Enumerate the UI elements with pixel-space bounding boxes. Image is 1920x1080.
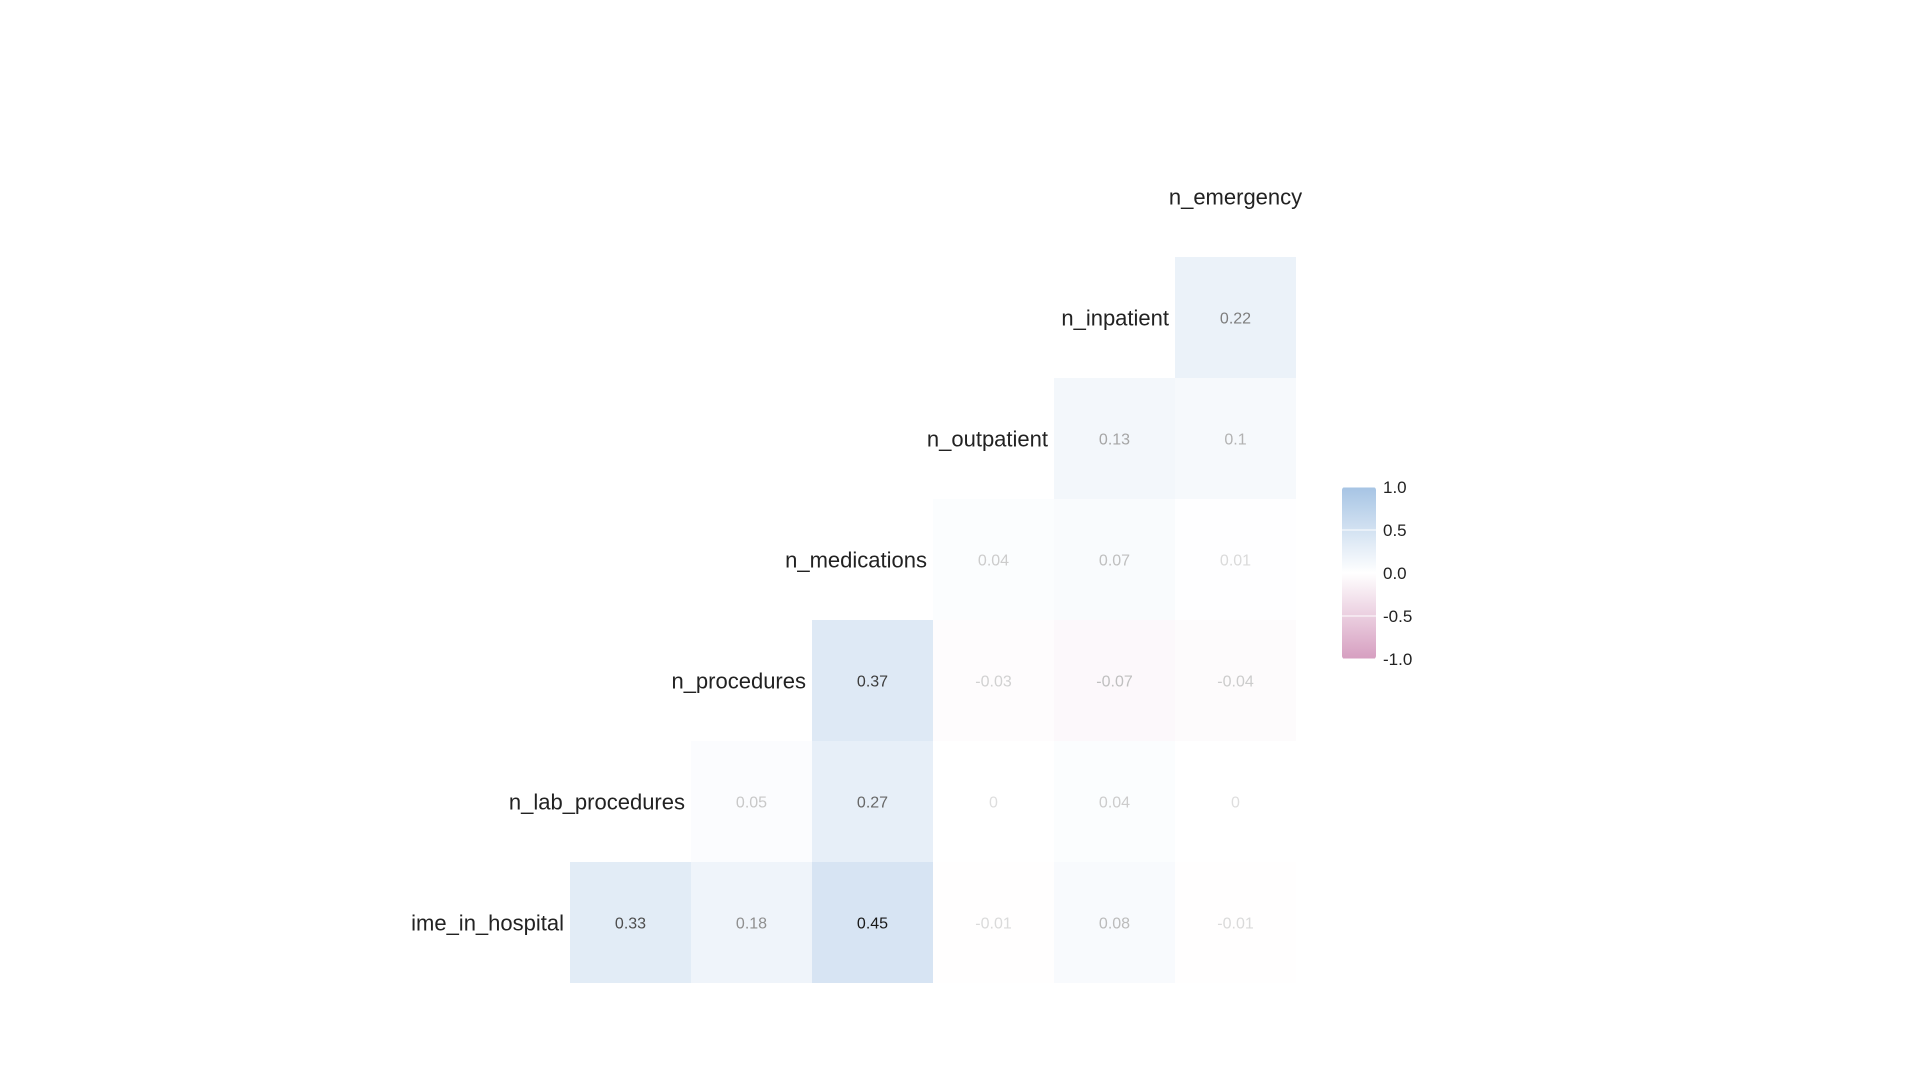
row-label: n_outpatient: [927, 427, 1048, 452]
cell-value-label: 0.05: [736, 795, 767, 812]
cell-value-label: 0.01: [1220, 553, 1251, 570]
heatmap-cell: [1175, 378, 1296, 499]
heatmap-cell: [691, 862, 812, 983]
heatmap-cell: [1175, 257, 1296, 378]
heatmap-cell: [1175, 620, 1296, 741]
cell-value-label: 0.13: [1099, 432, 1130, 449]
cell-value-label: -0.04: [1217, 674, 1254, 691]
heatmap-cell: [1054, 620, 1175, 741]
legend-tick-label: -1.0: [1383, 650, 1412, 669]
heatmap-cell: [1175, 741, 1296, 862]
row-label: n_medications: [785, 548, 927, 573]
cell-value-label: 0.08: [1099, 916, 1130, 933]
legend-tick-label: 1.0: [1383, 478, 1407, 497]
cell-value-label: -0.03: [975, 674, 1012, 691]
heatmap-cell: [1054, 378, 1175, 499]
heatmap-cell: [570, 862, 691, 983]
cell-value-label: 0.33: [615, 916, 646, 933]
cell-value-label: -0.01: [1217, 916, 1254, 933]
heatmap-cell: [933, 741, 1054, 862]
heatmap-cell: [933, 862, 1054, 983]
heatmap-cell: [933, 499, 1054, 620]
cell-value-label: 0.22: [1220, 311, 1251, 328]
row-labels: n_emergency n_inpatient n_outpatient n_medi…: [411, 185, 1302, 936]
cell-value-label: 0.45: [857, 916, 888, 933]
cell-value-label: 0.04: [1099, 795, 1130, 812]
heatmap-cell: [1054, 499, 1175, 620]
heatmap-cell: [1054, 741, 1175, 862]
legend-tick-label: 0.5: [1383, 521, 1407, 540]
heatmap-cell: [1175, 862, 1296, 983]
heatmap-cell: [1175, 499, 1296, 620]
cell-value-label: 0.04: [978, 553, 1009, 570]
cell-value-label: 0.18: [736, 916, 767, 933]
cell-value-label: 0: [989, 795, 998, 812]
heatmap-cell: [812, 620, 933, 741]
color-legend: 1.0 0.5 0.0 -0.5 -1.0: [1342, 478, 1412, 669]
heatmap-cell: [691, 741, 812, 862]
cell-value-label: 0: [1231, 795, 1240, 812]
row-label: n_emergency: [1169, 185, 1302, 210]
heatmap-cells: 0.22 0.13 0.1 0.04 0.07 0.01 0.37 -0.03 -0.07 -0.…: [570, 257, 1296, 983]
row-label: n_inpatient: [1061, 306, 1169, 331]
legend-tick-label: -0.5: [1383, 607, 1412, 626]
row-label: n_lab_procedures: [509, 790, 685, 815]
heatmap-cell: [812, 741, 933, 862]
heatmap-cell: [1054, 862, 1175, 983]
cell-value-label: 0.37: [857, 674, 888, 691]
row-label: n_procedures: [671, 669, 806, 694]
cell-value-label: 0.1: [1224, 432, 1246, 449]
row-label: ime_in_hospital: [411, 911, 564, 936]
heatmap-cell: [812, 862, 933, 983]
legend-tick-label: 0.0: [1383, 564, 1407, 583]
cell-value-label: -0.07: [1096, 674, 1133, 691]
cell-value-label: 0.07: [1099, 553, 1130, 570]
heatmap-cell: [933, 620, 1054, 741]
cell-value-label: 0.27: [857, 795, 888, 812]
cell-value-label: -0.01: [975, 916, 1012, 933]
